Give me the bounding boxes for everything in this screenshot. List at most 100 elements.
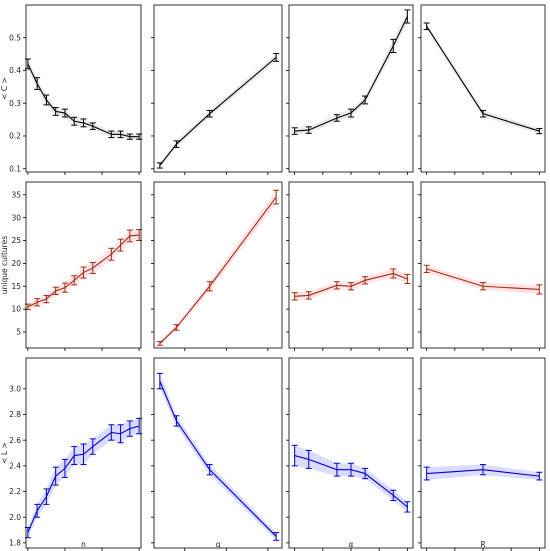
error-bar	[273, 189, 280, 205]
error-bar	[480, 282, 486, 291]
error-bar	[156, 372, 163, 390]
error-bar	[43, 94, 50, 106]
error-bar	[52, 286, 59, 295]
error-bar	[404, 9, 411, 24]
error-bar	[536, 127, 543, 135]
panel-r2-c0: 1002003004001.82.02.22.42.62.83.0	[9, 357, 143, 551]
error-bar	[80, 443, 87, 466]
y-tick-label: 2.0	[9, 513, 21, 522]
error-bar	[173, 324, 180, 331]
error-bar	[348, 282, 354, 291]
y-tick-label: 0.5	[9, 33, 21, 42]
error-bar	[362, 95, 369, 105]
y-tick-label: 1.8	[9, 538, 21, 547]
y-tick-label: 2.4	[9, 461, 21, 470]
panel-frame	[420, 181, 546, 349]
error-bar	[126, 420, 133, 437]
error-bar	[206, 464, 213, 476]
error-band	[294, 445, 408, 513]
error-bar	[173, 415, 180, 427]
error-bar	[89, 261, 96, 274]
error-bar	[480, 109, 486, 118]
panel-r1-c2	[286, 181, 414, 351]
panel-r1-c1	[151, 181, 283, 351]
error-bar	[348, 108, 354, 118]
y-tick-label: 2.6	[9, 436, 21, 445]
error-bar	[34, 77, 41, 90]
error-bar	[536, 284, 543, 295]
panel-frame	[25, 181, 142, 349]
series-line	[159, 380, 277, 537]
error-bar	[108, 424, 115, 441]
error-bar	[43, 294, 50, 304]
y-tick-label: 25	[11, 236, 21, 245]
y-tick-label: 15	[11, 282, 21, 291]
error-bar	[61, 458, 68, 478]
error-bar	[333, 281, 340, 290]
y-axis-label: < L >	[0, 442, 9, 464]
series-line	[27, 234, 140, 308]
error-band	[159, 53, 277, 169]
y-tick-label: 3.0	[9, 384, 21, 393]
panel-r0-c2	[286, 4, 414, 175]
error-bar	[333, 114, 340, 122]
error-bar	[173, 140, 180, 148]
error-bar	[404, 273, 411, 285]
error-bar	[423, 466, 430, 481]
error-band	[159, 373, 277, 541]
error-bar	[61, 282, 68, 293]
error-bar	[362, 276, 369, 285]
error-bar	[117, 424, 124, 444]
panel-frame	[420, 357, 546, 549]
y-tick-label: 0.2	[9, 132, 21, 141]
x-axis-label: R	[480, 540, 485, 549]
panel-r0-c3	[418, 4, 546, 175]
series-line	[27, 63, 140, 138]
error-bar	[390, 268, 397, 279]
x-axis-label: n	[81, 540, 86, 549]
y-tick-label: 2.2	[9, 487, 21, 496]
error-bar	[80, 266, 87, 279]
y-tick-label: 0.3	[9, 99, 21, 108]
error-bar	[71, 446, 78, 466]
error-bar	[52, 106, 59, 116]
panel-r1-c0: 5 10 15 20 25 30 35	[11, 181, 143, 351]
error-bar	[34, 298, 41, 307]
error-bar	[71, 116, 78, 126]
error-bar	[117, 238, 124, 252]
panel-frame	[153, 181, 283, 349]
y-tick-label: 35	[11, 190, 21, 199]
error-bar	[117, 130, 124, 139]
error-bar	[480, 464, 486, 476]
series-line	[27, 425, 140, 533]
y-tick-label: 0.1	[9, 164, 21, 173]
error-bar	[390, 38, 397, 53]
panel-frame	[153, 4, 283, 173]
error-bar	[348, 462, 354, 477]
y-tick-label: 5	[16, 328, 21, 337]
error-band	[27, 418, 140, 538]
error-bar	[305, 449, 312, 469]
error-bar	[156, 341, 163, 346]
panel-frame	[25, 4, 142, 173]
y-tick-label: 2.8	[9, 410, 21, 419]
panel-frame	[153, 357, 283, 549]
error-bar	[390, 489, 397, 501]
panel-r0-c1	[151, 4, 283, 175]
error-bar	[34, 503, 41, 518]
x-axis-label: q	[216, 540, 221, 549]
error-bar	[273, 532, 280, 541]
series-line	[159, 56, 277, 166]
error-bar	[89, 438, 96, 455]
panel-frame	[25, 357, 142, 549]
error-bar	[71, 275, 78, 286]
panel-frame	[420, 4, 546, 173]
y-tick-label: 20	[11, 259, 21, 268]
y-axis-label: unique cultures	[0, 236, 9, 294]
error-bar	[126, 133, 133, 140]
y-tick-label: 10	[11, 305, 21, 314]
series-line	[159, 196, 277, 344]
error-bar	[291, 127, 298, 135]
